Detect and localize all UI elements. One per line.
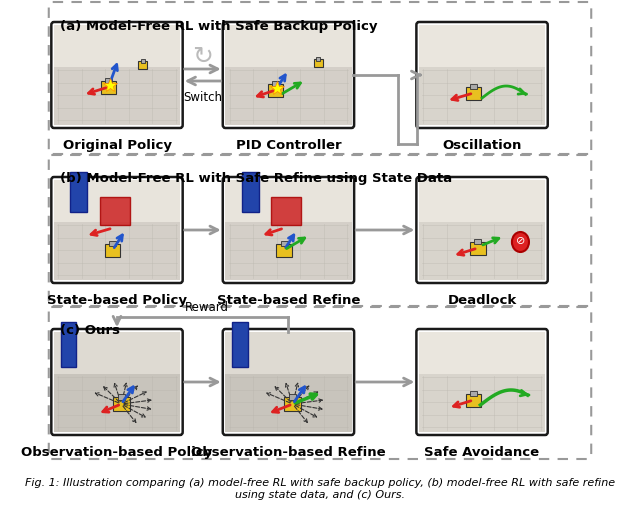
- Bar: [113, 397, 130, 411]
- Bar: [419, 180, 545, 222]
- Bar: [273, 81, 279, 86]
- Text: ↻: ↻: [192, 45, 213, 69]
- Bar: [70, 172, 87, 212]
- Bar: [419, 332, 545, 374]
- Bar: [271, 197, 301, 225]
- Text: (a) Model-Free RL with Safe Backup Policy: (a) Model-Free RL with Safe Backup Polic…: [60, 20, 378, 33]
- Bar: [470, 84, 477, 89]
- Text: Fig. 1: Illustration comparing (a) model-free RL with safe backup policy, (b) mo: Fig. 1: Illustration comparing (a) model…: [25, 478, 615, 499]
- Bar: [225, 222, 351, 280]
- Bar: [281, 241, 287, 246]
- Bar: [225, 332, 351, 374]
- Text: Deadlock: Deadlock: [447, 294, 516, 307]
- Bar: [105, 243, 120, 257]
- Bar: [232, 322, 248, 367]
- Bar: [54, 222, 180, 280]
- Bar: [474, 239, 481, 244]
- Bar: [54, 25, 180, 67]
- Text: State-based Refine: State-based Refine: [217, 294, 360, 307]
- Text: Switch: Switch: [183, 91, 222, 104]
- Bar: [419, 222, 545, 280]
- Bar: [138, 61, 147, 69]
- Text: State-based Policy: State-based Policy: [47, 294, 187, 307]
- Text: Original Policy: Original Policy: [63, 139, 172, 152]
- Text: Reward: Reward: [185, 301, 229, 314]
- Bar: [54, 332, 180, 374]
- Text: ⊘: ⊘: [516, 236, 525, 246]
- Bar: [419, 25, 545, 67]
- Bar: [419, 67, 545, 125]
- Text: (b) Model-Free RL with Safe Refine using State Data: (b) Model-Free RL with Safe Refine using…: [60, 172, 452, 185]
- Bar: [419, 374, 545, 432]
- Bar: [470, 241, 486, 255]
- Text: (c) Ours: (c) Ours: [60, 324, 120, 337]
- Bar: [466, 86, 481, 100]
- Bar: [225, 67, 351, 125]
- Bar: [61, 322, 76, 367]
- Bar: [118, 394, 125, 400]
- Bar: [225, 180, 351, 222]
- Text: Observation-based Refine: Observation-based Refine: [191, 446, 386, 459]
- Bar: [141, 59, 145, 62]
- Bar: [54, 180, 180, 222]
- Bar: [225, 374, 351, 432]
- Bar: [225, 25, 351, 67]
- Circle shape: [512, 232, 529, 252]
- Bar: [54, 374, 180, 432]
- Bar: [276, 243, 292, 257]
- Bar: [241, 172, 259, 212]
- Bar: [100, 197, 130, 225]
- Bar: [100, 80, 116, 93]
- Text: Oscillation: Oscillation: [442, 139, 522, 152]
- Bar: [466, 394, 481, 406]
- Bar: [105, 78, 112, 83]
- Text: Observation-based Policy: Observation-based Policy: [21, 446, 212, 459]
- Bar: [470, 391, 477, 396]
- Text: PID Controller: PID Controller: [236, 139, 341, 152]
- Bar: [268, 83, 284, 97]
- Bar: [289, 394, 296, 400]
- Bar: [284, 397, 301, 411]
- Bar: [316, 57, 321, 60]
- Bar: [54, 67, 180, 125]
- Bar: [109, 241, 116, 246]
- Text: Safe Avoidance: Safe Avoidance: [424, 446, 540, 459]
- Bar: [314, 59, 323, 67]
